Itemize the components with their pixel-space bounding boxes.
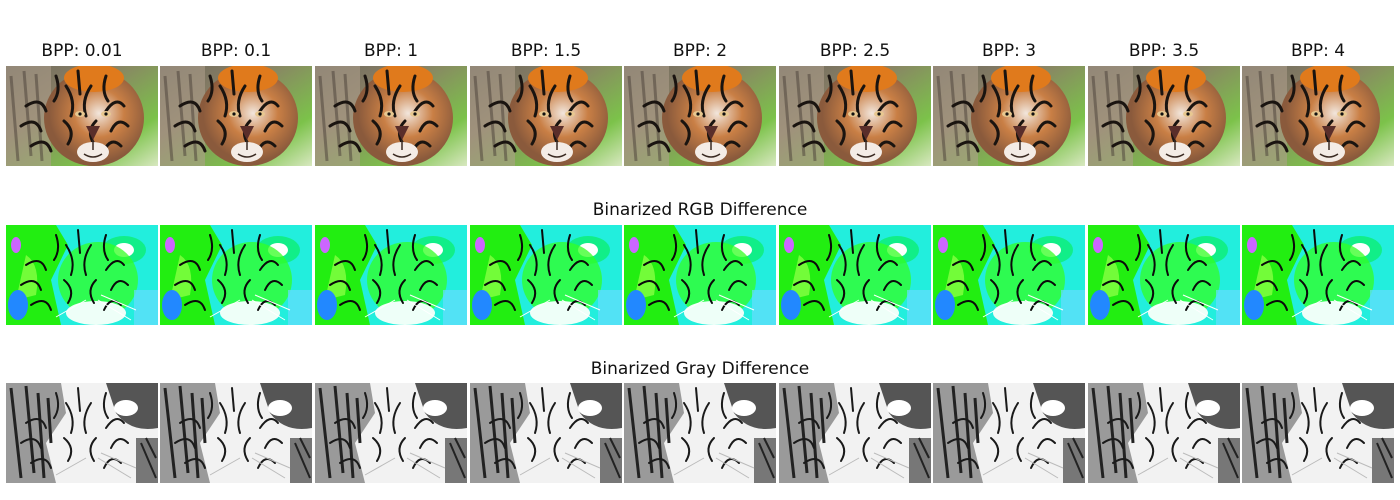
- reconstruction-image: [315, 66, 467, 166]
- gray-difference-image: [779, 383, 931, 483]
- reconstruction-image: [779, 66, 931, 166]
- bpp-label: BPP: 1.5: [510, 41, 582, 61]
- gray-difference-image: [6, 383, 158, 483]
- reconstruction-image: [1242, 66, 1394, 166]
- gray-difference-image: [160, 383, 312, 483]
- bpp-label: BPP: 4: [1290, 41, 1346, 61]
- bpp-label: BPP: 0.1: [200, 41, 272, 61]
- bpp-label: BPP: 2.5: [819, 41, 891, 61]
- bpp-label: BPP: 0.01: [41, 41, 123, 61]
- rgb-difference-image: [1242, 225, 1394, 325]
- bpp-label: BPP: 3: [981, 41, 1037, 61]
- reconstruction-image: [160, 66, 312, 166]
- rgb-difference-image: [624, 225, 776, 325]
- gray-difference-image: [624, 383, 776, 483]
- bpp-label: BPP: 2: [672, 41, 728, 61]
- rgb-difference-image: [6, 225, 158, 325]
- gray-difference-image: [315, 383, 467, 483]
- reconstruction-image: [1088, 66, 1240, 166]
- gray-difference-image: [1088, 383, 1240, 483]
- bpp-label: BPP: 3.5: [1128, 41, 1200, 61]
- bpp-label: BPP: 1: [363, 41, 419, 61]
- gray-difference-image: [1242, 383, 1394, 483]
- rgb-difference-image: [933, 225, 1085, 325]
- gray-difference-image: [933, 383, 1085, 483]
- gray-difference-title: Binarized Gray Difference: [590, 359, 810, 379]
- rgb-difference-image: [779, 225, 931, 325]
- reconstruction-image: [6, 66, 158, 166]
- reconstruction-image: [933, 66, 1085, 166]
- rgb-difference-title: Binarized RGB Difference: [592, 200, 808, 220]
- reconstruction-image: [470, 66, 622, 166]
- rgb-difference-image: [470, 225, 622, 325]
- rgb-difference-image: [1088, 225, 1240, 325]
- gray-difference-image: [470, 383, 622, 483]
- rgb-difference-image: [160, 225, 312, 325]
- rgb-difference-image: [315, 225, 467, 325]
- reconstruction-image: [624, 66, 776, 166]
